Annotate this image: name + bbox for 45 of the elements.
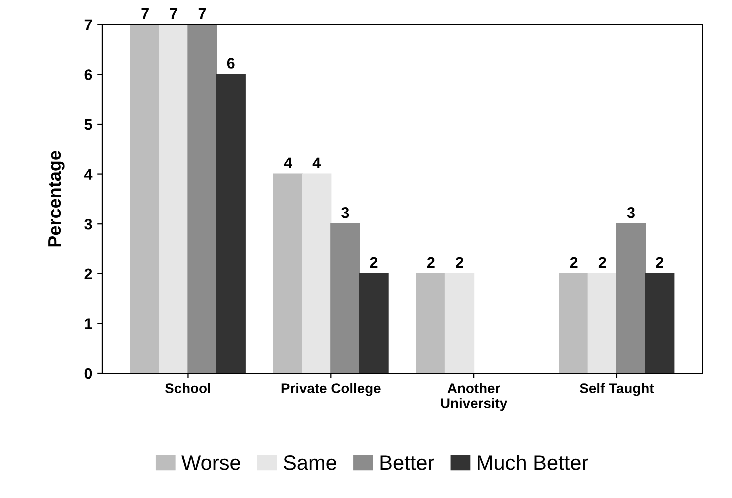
bar [188,24,218,374]
bar [416,273,446,374]
data-label: 7 [170,8,178,19]
y-tick-label: 2 [84,268,92,280]
data-label: 4 [284,158,292,168]
data-label: 3 [342,207,350,218]
bar [616,224,646,374]
legend-label: Same [284,456,337,470]
y-tick-label: 1 [85,318,92,330]
bar [159,24,189,374]
bar [588,273,618,374]
data-label: 2 [598,257,606,268]
data-label: 3 [627,207,635,218]
data-label: 2 [427,257,435,268]
data-label: 2 [656,257,664,268]
y-tick-label: 7 [84,20,92,30]
bar [130,24,160,374]
x-tick-label: Another University [441,383,508,412]
data-label: 4 [312,158,322,168]
bar [273,174,304,374]
bar [359,273,389,374]
legend-label: Worse [182,456,240,470]
legend-label: Better [380,456,434,470]
data-label: 2 [570,257,578,268]
bar [216,74,246,374]
x-tick-label: Self Taught [580,383,654,396]
y-tick-label: 0 [84,368,92,380]
data-label: 7 [198,8,206,19]
bar [645,273,675,374]
bar [559,273,589,374]
data-label: 6 [227,58,235,69]
data-label: 7 [142,8,149,19]
data-label: 2 [370,257,378,268]
x-tick-label: School [165,383,210,394]
y-tick-label: 5 [84,120,92,130]
y-axis-title: Percentage [48,151,65,247]
bar [444,273,475,374]
y-tick-label: 3 [84,218,92,230]
x-tick-label: Private College [282,383,381,396]
data-label: 2 [456,257,464,268]
legend-label: Much Better [478,455,588,470]
y-tick-label: 6 [84,70,92,80]
bar [302,174,332,374]
y-tick-label: 4 [84,169,93,180]
bar [330,224,360,374]
